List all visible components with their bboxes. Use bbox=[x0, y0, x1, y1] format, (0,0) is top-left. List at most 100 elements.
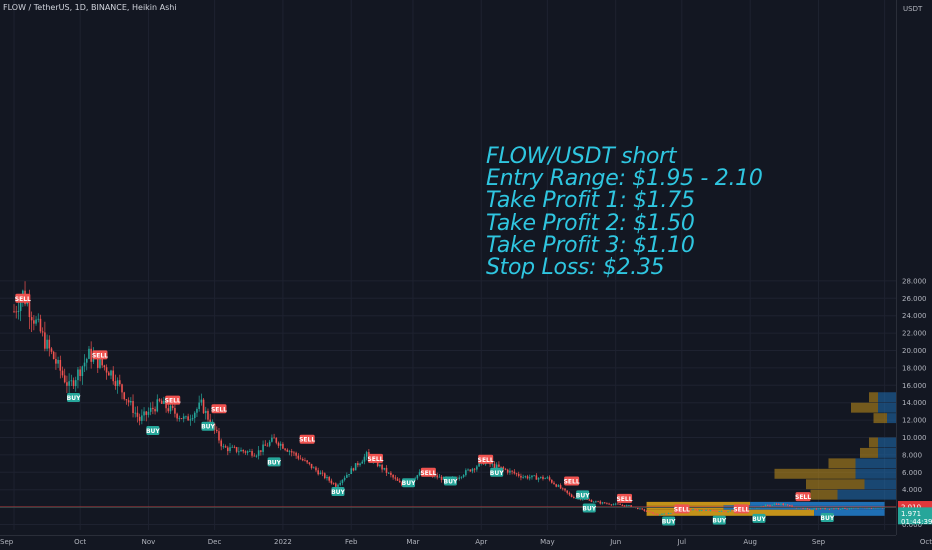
candle-body bbox=[215, 429, 218, 432]
candle-body bbox=[815, 508, 818, 510]
candle-body bbox=[837, 508, 840, 510]
volume-bar-gold bbox=[873, 413, 887, 424]
buy-label-badge bbox=[582, 503, 596, 513]
volume-bar-gold bbox=[860, 447, 878, 458]
x-tick-label: Sep bbox=[0, 538, 14, 546]
candle-body bbox=[436, 475, 438, 478]
x-tick-label: Nov bbox=[142, 538, 156, 546]
sell-signal-text: SELL bbox=[299, 437, 315, 444]
candle-body bbox=[764, 504, 767, 507]
candle-body bbox=[352, 468, 355, 471]
candle-body bbox=[791, 505, 793, 508]
candle-body bbox=[599, 501, 602, 504]
candle-body bbox=[227, 447, 229, 452]
annotation-line: Stop Loss: $2.35 bbox=[486, 255, 665, 281]
candle-body bbox=[857, 507, 859, 509]
candle-body bbox=[379, 464, 381, 467]
y-tick-label: 28.000 bbox=[902, 277, 927, 285]
sell-signal-text: SELL bbox=[733, 506, 749, 513]
candle-body bbox=[130, 401, 132, 403]
candle-body bbox=[573, 497, 575, 499]
volume-bar-gold bbox=[828, 458, 856, 469]
candle-body bbox=[553, 482, 555, 485]
candle-body bbox=[41, 331, 44, 333]
candle-body bbox=[471, 468, 474, 472]
candle-body bbox=[581, 499, 584, 501]
candle-body bbox=[297, 455, 300, 459]
candle-body bbox=[416, 475, 419, 479]
candle-body bbox=[665, 513, 668, 515]
candle-body bbox=[592, 501, 595, 503]
volume-bar-blue bbox=[837, 489, 896, 500]
candle-body bbox=[103, 365, 106, 368]
candle-body bbox=[26, 302, 29, 305]
symbol-info: FLOW / TetherUS, 1D, BINANCE, Heikin Ash… bbox=[3, 3, 177, 12]
volume-bar-gold bbox=[810, 489, 838, 500]
candle-body bbox=[70, 380, 73, 382]
candle-body bbox=[769, 505, 771, 507]
trade-annotation: FLOW/USDT short Entry Range: $1.95 - 2.1… bbox=[486, 145, 763, 281]
candle-body bbox=[546, 477, 549, 479]
candle-body bbox=[506, 469, 509, 473]
x-tick-label: Jul bbox=[677, 538, 687, 546]
candle-body bbox=[456, 478, 458, 480]
candle-body bbox=[795, 507, 798, 509]
candle-body bbox=[299, 458, 302, 460]
candle-body bbox=[601, 502, 604, 504]
candle-body bbox=[233, 446, 236, 448]
candle-body bbox=[163, 400, 165, 404]
candle-body bbox=[77, 369, 79, 381]
sell-label-badge bbox=[420, 467, 436, 477]
candle-body bbox=[251, 451, 253, 456]
candle-body bbox=[286, 449, 289, 452]
x-tick-label: May bbox=[540, 538, 554, 546]
candle-body bbox=[107, 372, 110, 376]
candle-body bbox=[557, 485, 560, 487]
candle-body bbox=[312, 467, 315, 469]
sell-label-badge bbox=[15, 293, 31, 303]
candle-body bbox=[368, 452, 370, 456]
candle-body bbox=[531, 475, 533, 478]
candle-body bbox=[13, 311, 15, 313]
candle-body bbox=[52, 351, 55, 359]
candle-body bbox=[301, 458, 304, 461]
candle-body bbox=[288, 451, 291, 452]
y-tick-label: 6.000 bbox=[902, 469, 922, 477]
candle-body bbox=[110, 370, 112, 376]
candle-body bbox=[548, 477, 551, 480]
candle-body bbox=[500, 466, 502, 468]
y-tick-label: 20.000 bbox=[902, 347, 927, 355]
buy-signal-text: BUY bbox=[201, 424, 215, 431]
candle-body bbox=[639, 508, 641, 510]
candle-body bbox=[317, 470, 319, 475]
candle-body bbox=[187, 416, 189, 421]
candle-body bbox=[35, 319, 37, 324]
price-label-text: 1.971 bbox=[901, 510, 921, 518]
candle-body bbox=[771, 504, 773, 506]
candle-body bbox=[645, 510, 648, 512]
candle-body bbox=[762, 506, 765, 507]
candle-body bbox=[784, 504, 787, 506]
sell-label-badge bbox=[674, 504, 690, 514]
candle-body bbox=[266, 445, 269, 447]
candle-body bbox=[332, 483, 335, 485]
buy-signal-text: BUY bbox=[582, 505, 596, 512]
candle-body bbox=[511, 470, 513, 472]
sell-label-badge bbox=[165, 395, 181, 405]
candle-body bbox=[44, 332, 46, 349]
candle-body bbox=[667, 513, 670, 514]
annotation-line: Take Profit 2: $1.50 bbox=[486, 210, 695, 236]
candle-body bbox=[15, 311, 18, 313]
buy-signal-text: BUY bbox=[331, 489, 345, 496]
candle-body bbox=[658, 514, 661, 516]
volume-profile-right bbox=[774, 392, 896, 500]
candle-body bbox=[337, 484, 339, 487]
sell-signal-text: SELL bbox=[564, 479, 580, 486]
volume-bar-blue bbox=[878, 447, 896, 458]
candle-body bbox=[469, 469, 472, 472]
x-tick-label: Feb bbox=[345, 538, 358, 546]
candle-body bbox=[385, 467, 388, 473]
candle-body bbox=[850, 507, 853, 509]
